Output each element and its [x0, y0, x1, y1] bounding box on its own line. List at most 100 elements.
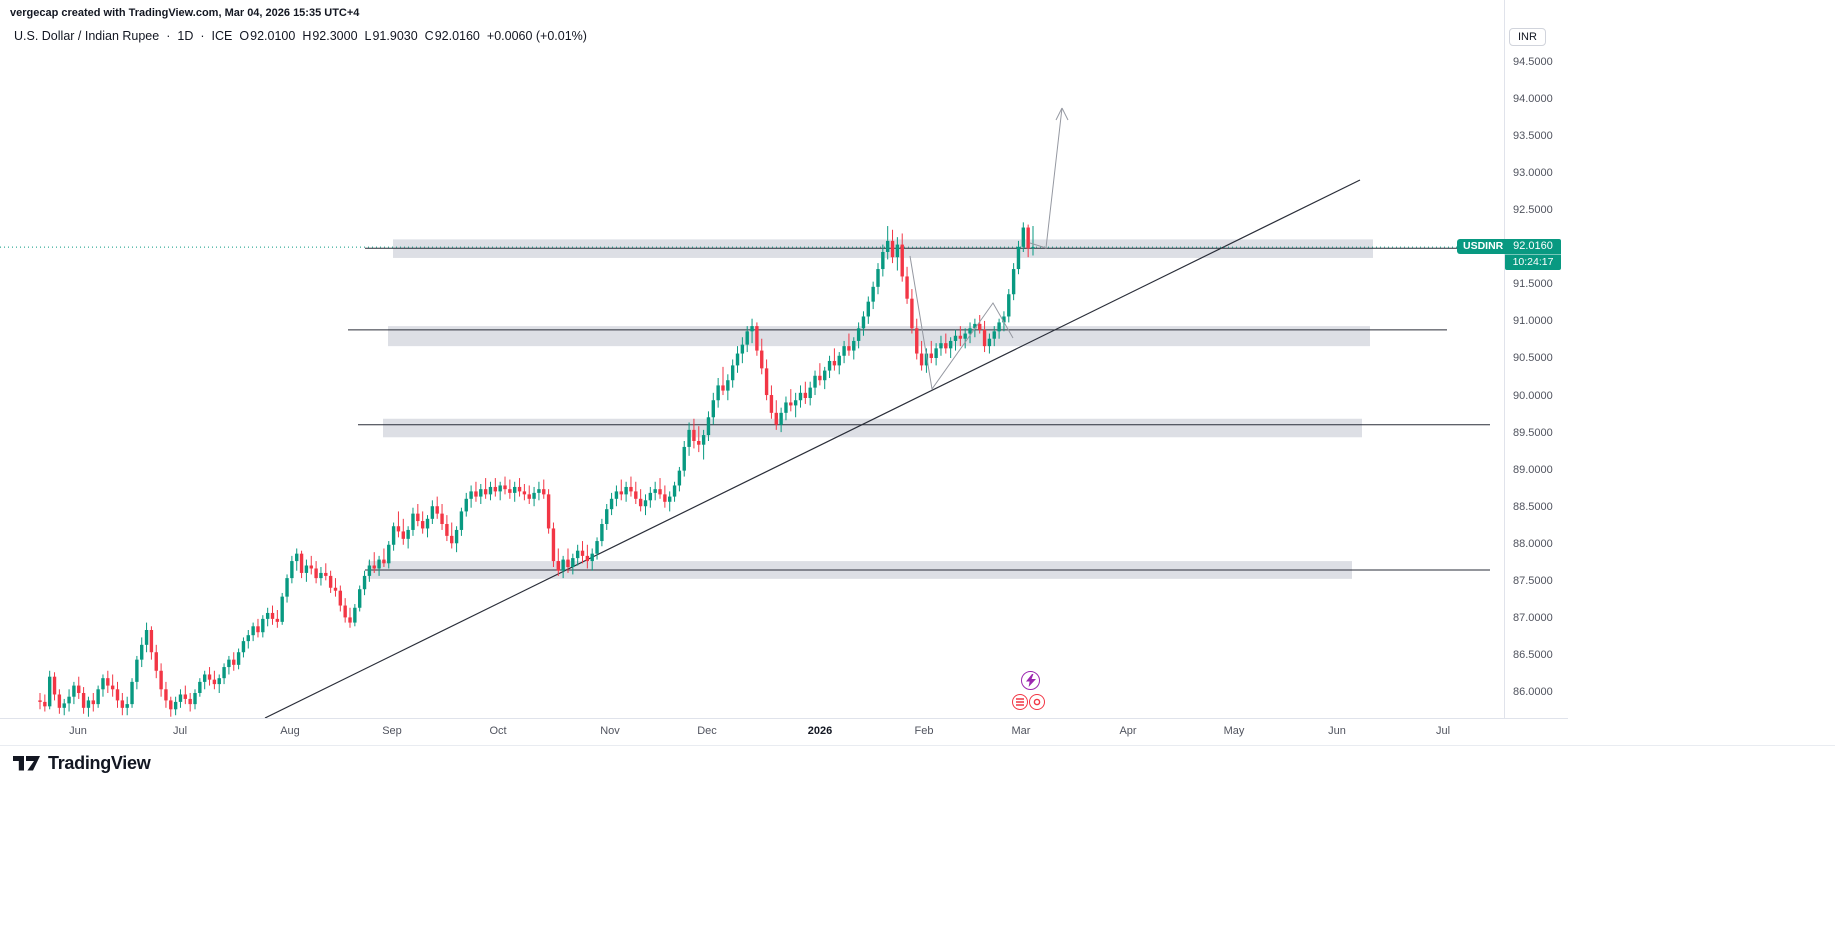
candle-body [609, 498, 614, 510]
ohlc-low: L 91.9030 [364, 29, 418, 43]
candle-body [992, 331, 996, 339]
candle-body [333, 587, 338, 591]
candle-body [745, 331, 749, 345]
time-tick-label: Nov [600, 725, 620, 737]
candle-body [270, 612, 275, 619]
candle-body [304, 565, 309, 573]
candles-series[interactable] [38, 222, 1035, 717]
candle-body [217, 678, 221, 685]
events-icon-badge[interactable] [1011, 693, 1045, 711]
candle-body [1026, 227, 1030, 249]
horizontal-levels[interactable] [348, 247, 1504, 571]
time-tick-label: Oct [489, 725, 507, 737]
candle-body [236, 652, 241, 665]
candle-body [372, 565, 376, 569]
price-chart-svg[interactable] [0, 0, 1504, 718]
candle-body [101, 678, 105, 690]
candle-body [871, 286, 875, 302]
candle-body [629, 486, 633, 492]
tradingview-logo[interactable]: TradingView [12, 753, 151, 774]
price-axis[interactable]: 94.500094.000093.500093.000092.500092.00… [1504, 0, 1569, 718]
candle-body [944, 343, 948, 349]
candle-body [401, 531, 405, 539]
candle-body [1021, 227, 1026, 247]
currency-label[interactable]: INR [1509, 28, 1546, 46]
candle-body [784, 402, 788, 413]
price-tick-label: 88.5000 [1513, 500, 1553, 513]
candle-body [52, 676, 57, 695]
candle-body [571, 558, 575, 567]
symbol-name[interactable]: U.S. Dollar / Indian Rupee [14, 29, 160, 43]
candle-body [900, 244, 904, 277]
time-tick-label: Apr [1119, 725, 1137, 737]
time-tick-label: 2026 [807, 725, 833, 737]
price-tick-label: 92.5000 [1513, 204, 1553, 217]
candle-body [808, 387, 812, 399]
candle-body [411, 513, 415, 530]
candle-body [682, 446, 686, 471]
candle-body [198, 681, 202, 693]
zone-rect[interactable] [388, 326, 1370, 347]
time-tick-label: Mar [1011, 725, 1031, 737]
creator-watermark: vergecap created with TradingView.com, M… [10, 7, 360, 19]
candle-body [958, 335, 963, 339]
candle-body [57, 694, 62, 708]
candle-body [38, 700, 42, 702]
candle-body [328, 575, 333, 588]
candle-body [459, 511, 464, 530]
time-axis[interactable]: Jun Jul Aug Sep Oct Nov Dec 2026 Feb Mar Apr May Jun… [0, 718, 1568, 746]
trendline[interactable] [264, 179, 1361, 718]
candle-body [648, 492, 653, 501]
price-tick-label: 87.5000 [1513, 574, 1553, 587]
candle-body [498, 485, 502, 492]
candle-body [803, 392, 808, 399]
candle-body [207, 674, 212, 680]
candle-body [464, 498, 468, 512]
candle-body [1007, 294, 1011, 317]
zone-rect[interactable] [383, 418, 1362, 438]
candle-body [847, 346, 851, 351]
candle-body [575, 550, 580, 559]
candle-body [251, 626, 255, 636]
last-price-label: 92.0160 10:24:17 [1505, 239, 1561, 271]
projection-arrow[interactable] [1029, 107, 1063, 249]
candle-body [154, 652, 158, 671]
price-tick-label: 93.5000 [1513, 130, 1553, 143]
candle-body [997, 322, 1001, 332]
candle-body [852, 340, 856, 351]
candle-body [469, 491, 473, 499]
time-tick-label: Jul [1435, 725, 1451, 737]
projection-zigzag[interactable] [909, 255, 1014, 391]
candle-body [619, 491, 623, 495]
candle-body [140, 644, 144, 660]
candle-body [43, 701, 47, 707]
time-tick-label: May [1223, 725, 1245, 737]
candle-body [982, 329, 987, 347]
interval-label[interactable]: 1D [177, 29, 194, 43]
candle-body [513, 486, 517, 493]
candle-body [391, 526, 396, 545]
flash-icon-badge[interactable] [1021, 671, 1040, 690]
candle-body [387, 544, 391, 564]
candle-body [227, 659, 231, 668]
price-tick-label: 93.0000 [1513, 167, 1553, 180]
lightning-icon [1025, 674, 1036, 687]
ohlc-open: O 92.0100 [239, 29, 296, 43]
candle-body [580, 550, 585, 556]
candle-body [62, 703, 66, 708]
time-tick-label: Dec [697, 725, 717, 737]
candle-body [149, 629, 154, 653]
price-tick-label: 89.0000 [1513, 463, 1553, 476]
candle-body [963, 333, 967, 339]
exchange-label[interactable]: ICE [211, 29, 233, 43]
chart-plot-area[interactable] [0, 0, 1504, 718]
projection-drawings[interactable] [909, 107, 1069, 391]
candle-body [261, 618, 265, 633]
candle-body [285, 578, 289, 597]
supply-demand-zones[interactable] [368, 239, 1373, 579]
candle-body [953, 335, 958, 341]
candle-body [973, 323, 977, 329]
candle-body [178, 694, 183, 702]
candle-body [905, 276, 909, 299]
